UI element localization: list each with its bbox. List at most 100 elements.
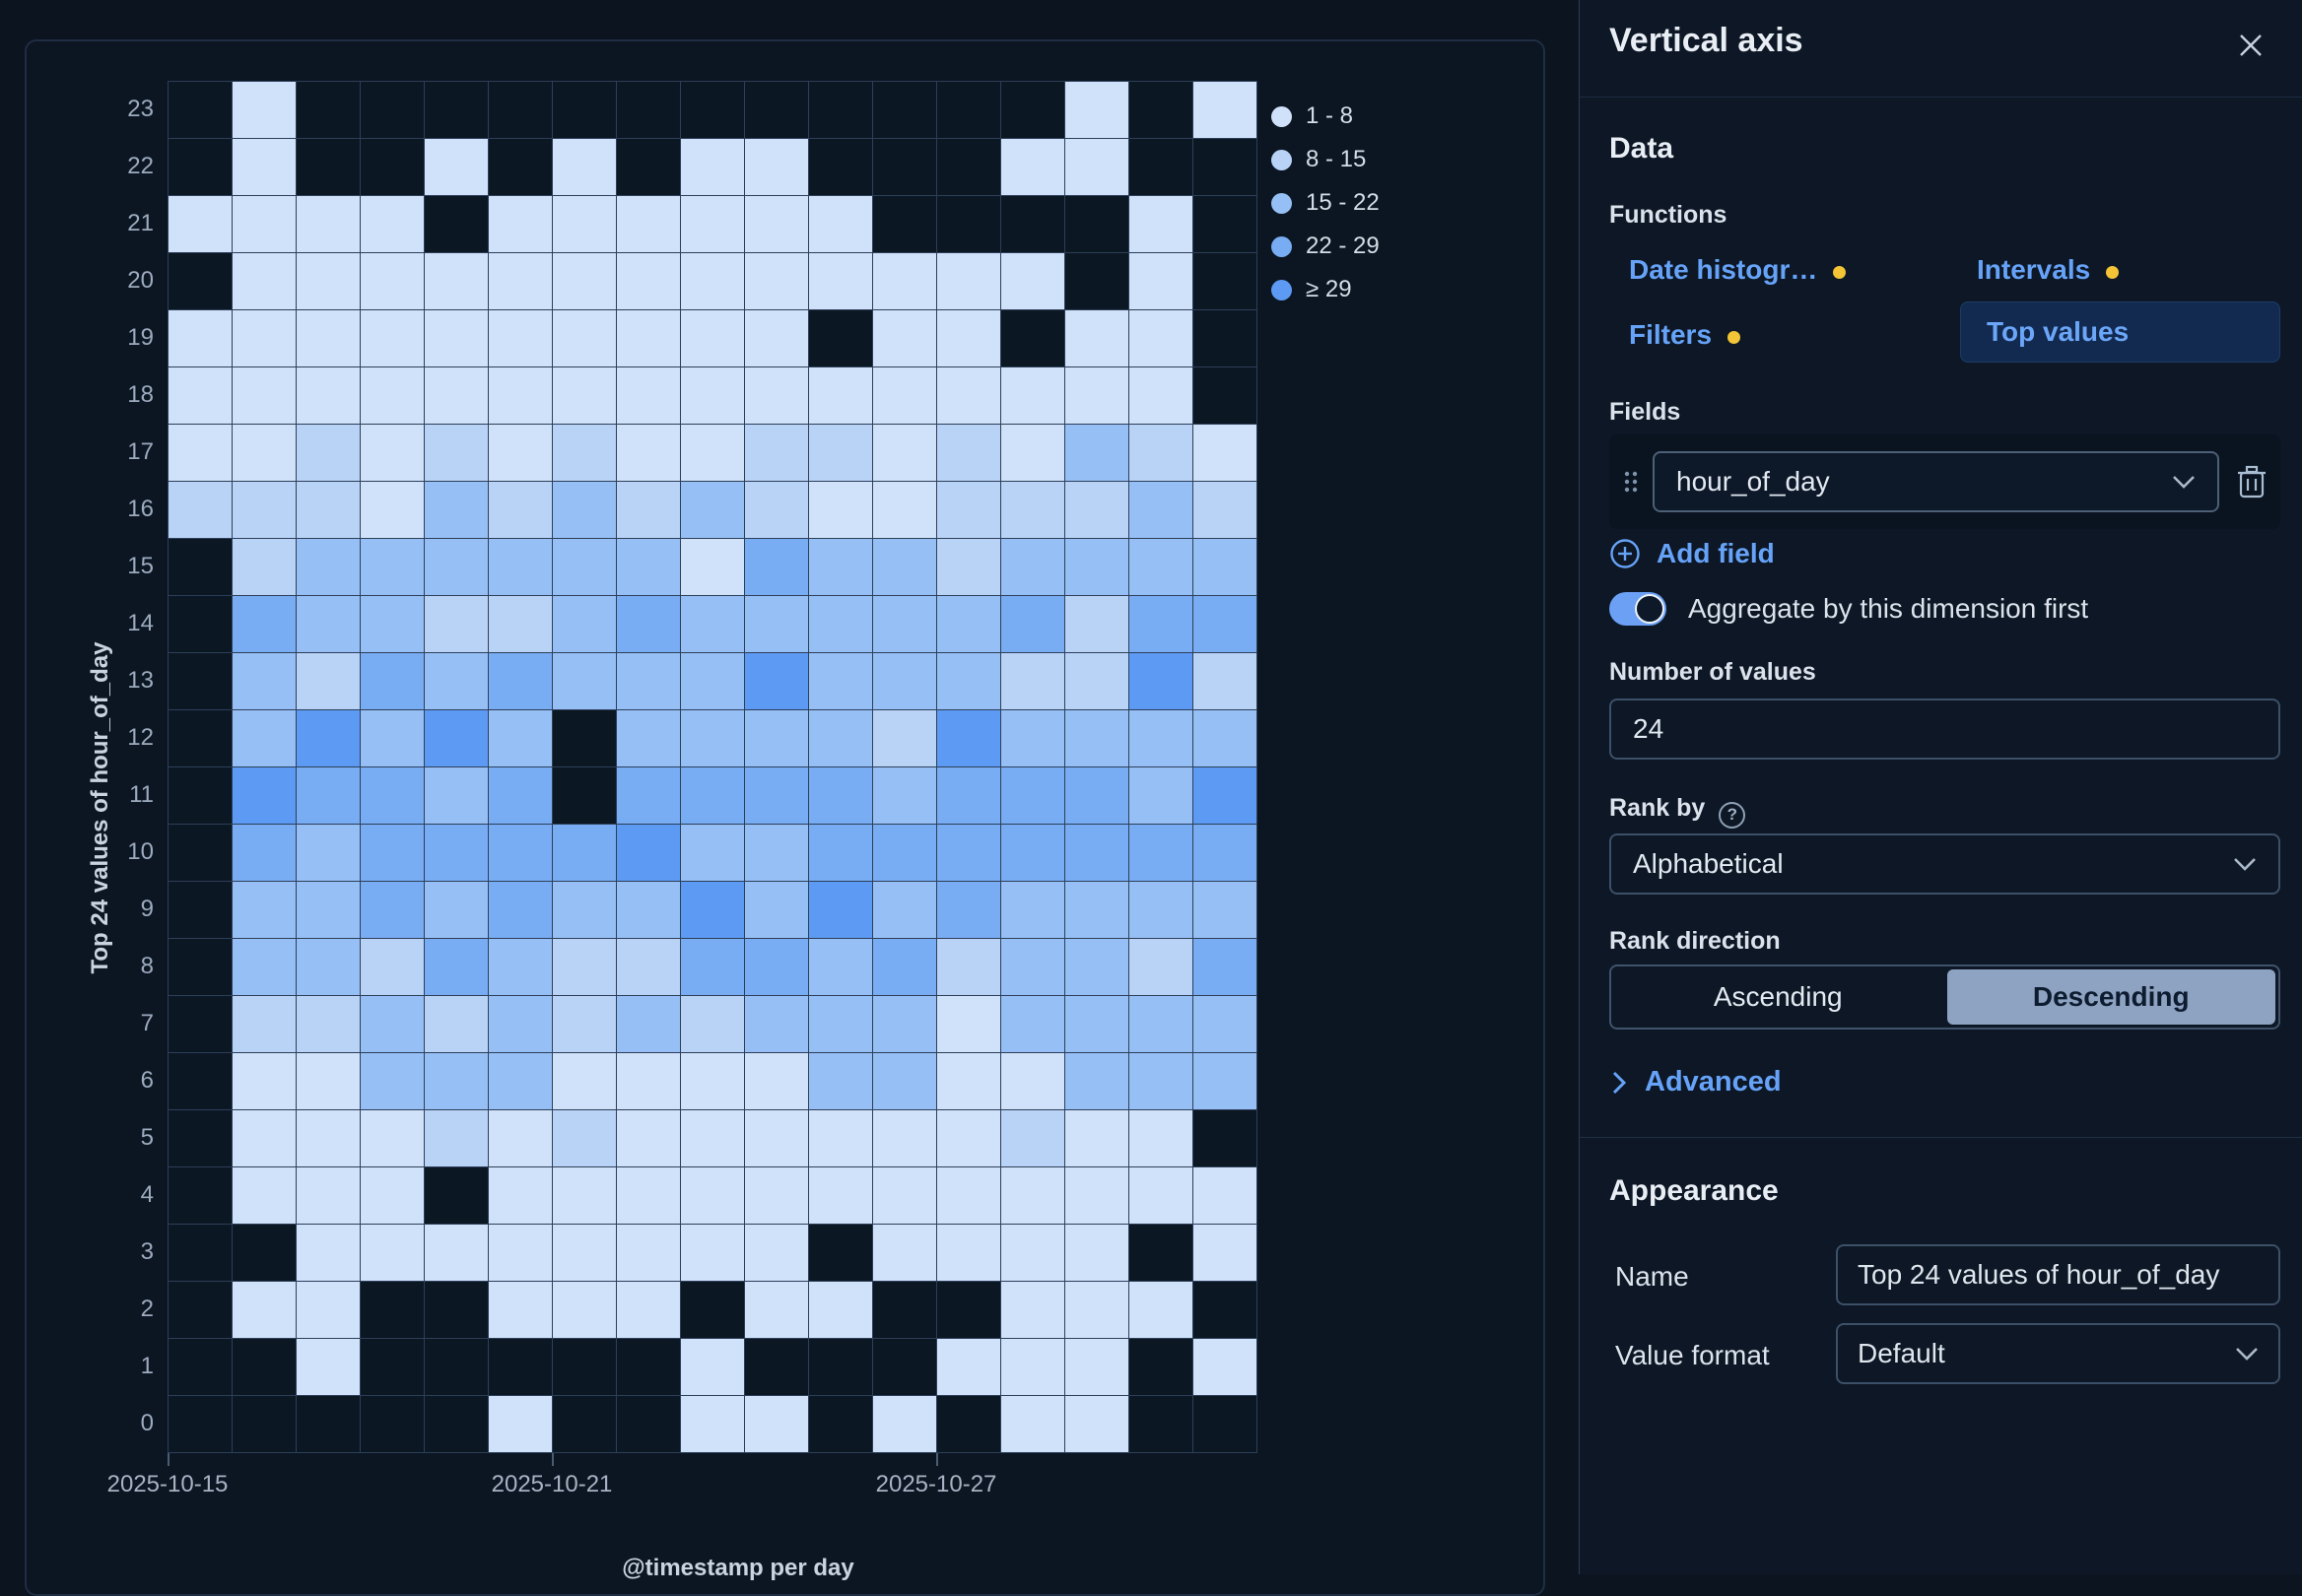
heatmap-cell[interactable] <box>489 367 553 425</box>
heatmap-cell[interactable] <box>1001 425 1065 482</box>
heatmap-cell[interactable] <box>745 882 809 939</box>
heatmap-cell[interactable] <box>425 825 489 882</box>
heatmap-cell[interactable] <box>1065 653 1129 710</box>
heatmap-cell[interactable] <box>233 139 297 196</box>
heatmap-cell[interactable] <box>489 596 553 653</box>
heatmap-cell[interactable] <box>1129 82 1193 139</box>
heatmap-cell[interactable] <box>681 139 745 196</box>
heatmap-cell[interactable] <box>873 996 937 1053</box>
heatmap-cell[interactable] <box>681 1225 745 1282</box>
heatmap-cell[interactable] <box>1129 825 1193 882</box>
heatmap-cell[interactable] <box>233 653 297 710</box>
heatmap-cell[interactable] <box>1001 767 1065 825</box>
heatmap-cell[interactable] <box>425 996 489 1053</box>
heatmap-cell[interactable] <box>361 1110 425 1167</box>
heatmap-cell[interactable] <box>937 539 1001 596</box>
heatmap-cell[interactable] <box>489 1282 553 1339</box>
heatmap-cell[interactable] <box>745 196 809 253</box>
heatmap-cell[interactable] <box>937 996 1001 1053</box>
heatmap-cell[interactable] <box>617 596 681 653</box>
heatmap-cell[interactable] <box>681 367 745 425</box>
heatmap-cell[interactable] <box>361 1396 425 1453</box>
heatmap-cell[interactable] <box>1065 1225 1129 1282</box>
heatmap-cell[interactable] <box>233 596 297 653</box>
heatmap-cell[interactable] <box>1065 367 1129 425</box>
heatmap-cell[interactable] <box>489 1339 553 1396</box>
heatmap-cell[interactable] <box>937 1053 1001 1110</box>
heatmap-cell[interactable] <box>809 253 873 310</box>
heatmap-cell[interactable] <box>617 1167 681 1225</box>
heatmap-cell[interactable] <box>873 1339 937 1396</box>
heatmap-cell[interactable] <box>873 139 937 196</box>
close-button[interactable] <box>2231 26 2270 65</box>
heatmap-cell[interactable] <box>617 882 681 939</box>
heatmap-cell[interactable] <box>809 310 873 367</box>
heatmap-cell[interactable] <box>361 196 425 253</box>
heatmap-cell[interactable] <box>489 425 553 482</box>
heatmap-cell[interactable] <box>361 139 425 196</box>
heatmap-cell[interactable] <box>745 310 809 367</box>
heatmap-cell[interactable] <box>745 1167 809 1225</box>
heatmap-cell[interactable] <box>297 253 361 310</box>
heatmap-cell[interactable] <box>681 482 745 539</box>
heatmap-cell[interactable] <box>297 196 361 253</box>
heatmap-cell[interactable] <box>1193 482 1257 539</box>
heatmap-cell[interactable] <box>169 939 233 996</box>
heatmap-cell[interactable] <box>681 939 745 996</box>
advanced-toggle[interactable]: Advanced <box>1611 1066 1782 1098</box>
heatmap-cell[interactable] <box>681 1396 745 1453</box>
heatmap-cell[interactable] <box>425 1282 489 1339</box>
heatmap-cell[interactable] <box>745 767 809 825</box>
heatmap-cell[interactable] <box>937 82 1001 139</box>
heatmap-cell[interactable] <box>169 367 233 425</box>
heatmap-cell[interactable] <box>809 1282 873 1339</box>
heatmap-cell[interactable] <box>489 1396 553 1453</box>
heatmap-cell[interactable] <box>169 1110 233 1167</box>
heatmap-cell[interactable] <box>873 196 937 253</box>
heatmap-cell[interactable] <box>361 1282 425 1339</box>
heatmap-cell[interactable] <box>297 996 361 1053</box>
heatmap-cell[interactable] <box>873 710 937 767</box>
heatmap-cell[interactable] <box>873 253 937 310</box>
heatmap-cell[interactable] <box>425 253 489 310</box>
heatmap-cell[interactable] <box>745 253 809 310</box>
heatmap-cell[interactable] <box>361 653 425 710</box>
heatmap-cell[interactable] <box>233 710 297 767</box>
legend-item[interactable]: 1 - 8 <box>1271 95 1380 138</box>
heatmap-cell[interactable] <box>745 1396 809 1453</box>
heatmap-cell[interactable] <box>233 767 297 825</box>
function-date-histogram[interactable]: Date histogr… <box>1629 254 1847 286</box>
heatmap-cell[interactable] <box>809 1396 873 1453</box>
heatmap-cell[interactable] <box>1129 310 1193 367</box>
heatmap-cell[interactable] <box>169 882 233 939</box>
heatmap-cell[interactable] <box>425 939 489 996</box>
heatmap-cell[interactable] <box>617 482 681 539</box>
legend-item[interactable]: 22 - 29 <box>1271 225 1380 268</box>
function-top-values[interactable]: Top values <box>1960 301 2280 363</box>
heatmap-cell[interactable] <box>745 367 809 425</box>
heatmap-cell[interactable] <box>1129 1053 1193 1110</box>
heatmap-cell[interactable] <box>1065 482 1129 539</box>
heatmap-cell[interactable] <box>1001 653 1065 710</box>
heatmap-cell[interactable] <box>169 825 233 882</box>
heatmap-cell[interactable] <box>489 1053 553 1110</box>
heatmap-cell[interactable] <box>169 139 233 196</box>
heatmap-cell[interactable] <box>425 425 489 482</box>
heatmap-cell[interactable] <box>169 539 233 596</box>
heatmap-cell[interactable] <box>937 653 1001 710</box>
heatmap-cell[interactable] <box>1129 1110 1193 1167</box>
heatmap-cell[interactable] <box>809 710 873 767</box>
heatmap-cell[interactable] <box>1001 1396 1065 1453</box>
heatmap-cell[interactable] <box>617 1339 681 1396</box>
heatmap-cell[interactable] <box>745 596 809 653</box>
heatmap-cell[interactable] <box>937 1110 1001 1167</box>
heatmap-cell[interactable] <box>553 482 617 539</box>
heatmap-cell[interactable] <box>1065 1339 1129 1396</box>
heatmap-cell[interactable] <box>809 1339 873 1396</box>
heatmap-cell[interactable] <box>425 1225 489 1282</box>
heatmap-cell[interactable] <box>169 253 233 310</box>
heatmap-cell[interactable] <box>809 425 873 482</box>
heatmap-cell[interactable] <box>1001 367 1065 425</box>
heatmap-cell[interactable] <box>617 825 681 882</box>
heatmap-cell[interactable] <box>617 1282 681 1339</box>
